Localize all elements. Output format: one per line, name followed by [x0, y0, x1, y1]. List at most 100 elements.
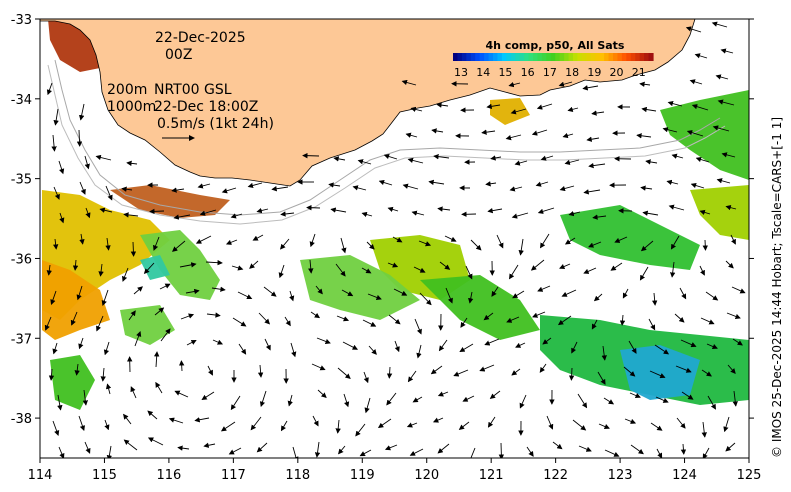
current-arrow: [76, 285, 83, 301]
current-arrow: [168, 417, 184, 424]
sst-patch: [300, 255, 420, 320]
current-arrow: [593, 293, 603, 302]
current-arrow: [51, 134, 57, 152]
y-tick-label: -38: [11, 412, 32, 427]
current-arrow: [185, 288, 200, 295]
current-arrow: [130, 241, 137, 257]
current-arrow: [335, 419, 341, 434]
x-tick-label: 119: [350, 468, 375, 483]
current-arrow: [490, 155, 502, 161]
time-label: 00Z: [165, 47, 192, 63]
current-arrow: [178, 360, 185, 372]
current-arrow: [133, 286, 143, 295]
current-arrow: [100, 367, 106, 382]
current-arrow: [630, 444, 644, 455]
current-arrow: [671, 153, 684, 159]
sst-patch: [50, 355, 95, 410]
current-arrow: [694, 53, 708, 59]
sst-patch: [140, 230, 220, 300]
current-arrow: [290, 342, 297, 358]
current-arrow: [79, 233, 85, 245]
current-arrow: [582, 85, 599, 91]
current-arrow: [105, 237, 111, 251]
current-arrow: [506, 316, 520, 323]
current-arrow: [79, 181, 86, 195]
current-arrow: [363, 371, 369, 384]
current-arrow: [515, 342, 526, 348]
current-arrow: [284, 316, 291, 327]
current-arrow: [654, 344, 670, 355]
current-arrow: [568, 210, 581, 217]
current-arrow: [559, 185, 575, 192]
current-arrow: [44, 316, 52, 331]
colorbar-tick-label: 16: [521, 66, 535, 79]
current-arrow: [648, 318, 656, 331]
current-arrow: [76, 129, 83, 147]
current-arrow: [126, 160, 138, 167]
current-arrow: [392, 236, 403, 243]
current-arrow: [483, 312, 494, 321]
sst-patch: [490, 98, 530, 125]
current-arrow: [700, 317, 715, 325]
current-arrow: [199, 209, 217, 216]
colorbar-swatch: [497, 53, 503, 61]
current-arrow: [271, 186, 289, 192]
current-arrow: [383, 153, 398, 160]
current-arrow: [636, 133, 652, 139]
current-arrow: [546, 415, 554, 430]
current-arrow: [511, 368, 521, 376]
x-tick-label: 125: [737, 468, 762, 483]
current-arrow: [256, 442, 268, 453]
current-arrow: [287, 394, 293, 407]
current-arrow: [57, 394, 63, 411]
colorbar-swatch: [599, 53, 605, 61]
current-arrow: [535, 181, 549, 187]
current-arrow: [732, 338, 743, 346]
colorbar-swatch: [541, 53, 547, 61]
current-arrow: [727, 364, 736, 374]
colorbar-swatch: [626, 53, 632, 61]
current-arrow: [416, 344, 422, 359]
colorbar-swatch: [635, 53, 641, 61]
current-arrow: [414, 318, 422, 335]
current-arrow: [702, 447, 710, 458]
current-arrow: [250, 416, 262, 431]
current-arrow: [578, 445, 592, 452]
colorbar-swatch: [590, 53, 596, 61]
current-arrow: [154, 307, 165, 316]
current-arrow: [624, 418, 637, 424]
current-arrow: [597, 371, 606, 385]
current-arrow: [103, 341, 110, 356]
current-arrow: [159, 283, 171, 290]
colorbar-swatch: [586, 53, 592, 61]
colorbar-swatch: [546, 53, 552, 61]
current-arrow: [104, 419, 110, 431]
colorbar-tick-label: 15: [498, 66, 512, 79]
current-arrow: [406, 422, 418, 428]
current-arrow: [691, 104, 709, 111]
current-arrow: [652, 292, 658, 306]
current-arrow: [536, 103, 553, 110]
current-arrow: [230, 213, 243, 219]
current-arrow: [341, 289, 354, 297]
current-arrow: [257, 364, 264, 378]
current-arrow: [388, 314, 401, 325]
current-arrow: [340, 237, 347, 254]
colorbar-swatch: [461, 53, 467, 61]
credit-text: © IMOS 25-Dec-2025 14:44 Hobart; Tscale=…: [770, 117, 784, 458]
current-arrow: [721, 152, 736, 158]
current-vectors: [44, 21, 746, 458]
x-tick-label: 116: [156, 468, 181, 483]
colorbar-swatch: [595, 53, 601, 61]
current-arrow: [378, 179, 393, 186]
current-arrow: [174, 390, 189, 398]
current-arrow: [639, 266, 649, 281]
y-tick-label: -33: [11, 13, 32, 28]
colorbar-swatch: [648, 53, 654, 61]
colorbar-swatch: [466, 53, 472, 61]
current-arrow: [401, 79, 417, 86]
current-arrow: [588, 162, 606, 169]
current-arrow: [628, 340, 637, 354]
current-arrow: [680, 339, 697, 348]
current-arrow: [221, 187, 237, 194]
